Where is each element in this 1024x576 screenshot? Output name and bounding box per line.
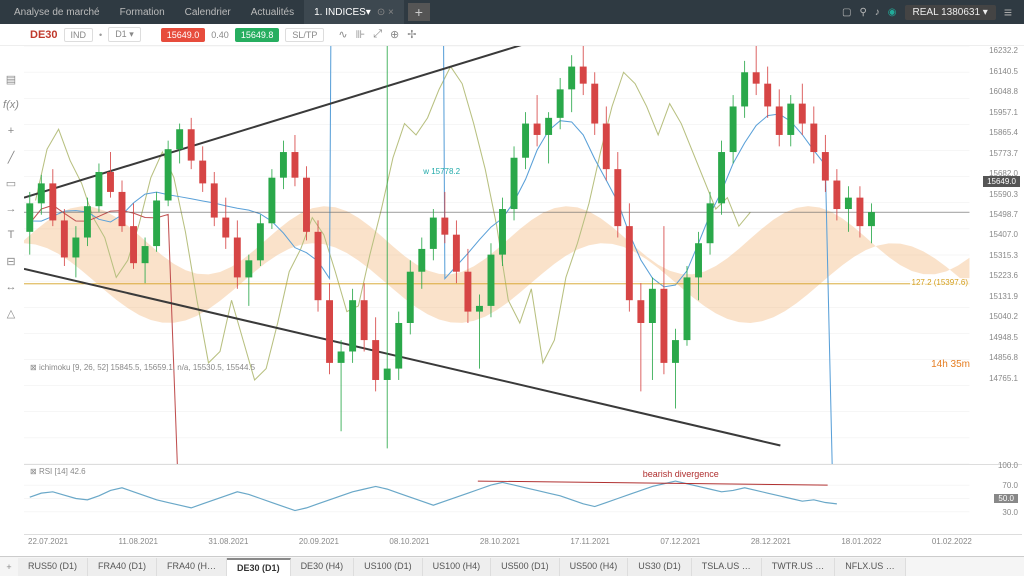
nav-tab[interactable]: Formation [110,0,175,24]
wifi-icon: ◉ [888,7,897,18]
instrument-type: IND [64,28,94,42]
time-axis: 22.07.202111.08.202131.08.202120.09.2021… [24,534,1022,554]
instrument-info: DE30 IND • D1 ▾ 15649.0 0.40 15649.8 SL/… [0,24,1024,46]
main-chart[interactable]: 16232.216140.516048.815957.115865.415773… [24,46,1022,464]
instrument-tab[interactable]: DE30 (D1) [227,558,291,576]
instrument-tab[interactable]: US30 (D1) [628,558,692,576]
settings-icon[interactable]: ⚲ [859,7,866,18]
candle-type-icon[interactable]: ▤ [2,70,20,88]
chart-toolbar: ∿ ⊪ ⤢ ⊕ ✢ [338,28,416,41]
divergence-label: bearish divergence [643,469,719,479]
crosshair-tool-icon[interactable]: + [2,122,20,140]
instrument-tabs: + RUS50 (D1)FRA40 (D1)FRA40 (H…DE30 (D1)… [0,556,1024,576]
indicator-icon[interactable]: ∿ [338,28,347,41]
instrument-tab[interactable]: TWTR.US … [762,558,836,576]
instrument-tab[interactable]: DE30 (H4) [291,558,355,576]
instrument-tab[interactable]: TSLA.US … [692,558,762,576]
fx-icon[interactable]: f(x) [2,96,20,114]
shape-tool-icon[interactable]: ▭ [2,174,20,192]
crosshair-icon[interactable]: ✢ [407,28,416,41]
w-label: w 15778.2 [423,167,460,176]
timeframe-chip[interactable]: D1 ▾ [108,27,141,42]
measure-tool-icon[interactable]: ↔ [2,278,20,296]
more-tool-icon[interactable]: △ [2,304,20,322]
add-tab-button[interactable]: + [408,3,430,21]
instrument-tab[interactable]: NFLX.US … [835,558,906,576]
add-instrument-button[interactable]: + [0,562,18,572]
layout-icon[interactable]: ▢ [842,7,851,18]
top-navigation: Analyse de marchéFormationCalendrierActu… [0,0,1024,24]
arrow-tool-icon[interactable]: → [2,200,20,218]
nav-tab[interactable]: 1. INDICES▾ ⊙ × [304,0,404,24]
zoom-icon[interactable]: ⊕ [390,28,399,41]
ask-price[interactable]: 15649.8 [235,28,280,42]
instrument-tab[interactable]: US500 (D1) [491,558,560,576]
instrument-tab[interactable]: FRA40 (H… [157,558,227,576]
rsi-label: ⊠ RSI [14] 42.6 [30,467,86,476]
menu-icon[interactable]: ≡ [1004,4,1012,20]
price-change: 0.40 [211,30,229,40]
price-axis: 16232.216140.516048.815957.115865.415773… [972,46,1020,374]
bell-icon[interactable]: ♪ [875,7,880,18]
ichimoku-label: ⊠ ichimoku [9, 26, 52] 15845.5, 15659.1,… [30,363,255,372]
fib-label: 127.2 (15397.6) [910,278,971,287]
rsi-axis: 100.070.050.030.050.0 [980,465,1020,532]
instrument-tab[interactable]: US100 (H4) [423,558,492,576]
fib-tool-icon[interactable]: ⊟ [2,252,20,270]
instrument-tab[interactable]: RUS50 (D1) [18,558,88,576]
compare-icon[interactable]: ⊪ [356,28,366,41]
trendline-tool-icon[interactable]: ╱ [2,148,20,166]
nav-tab[interactable]: Calendrier [175,0,241,24]
sltp-button[interactable]: SL/TP [285,28,324,42]
instrument-tab[interactable]: US500 (H4) [560,558,629,576]
bid-price[interactable]: 15649.0 [161,28,206,42]
drawing-toolbar: ▤ f(x) + ╱ ▭ → T ⊟ ↔ △ [2,70,22,322]
instrument-tab[interactable]: FRA40 (D1) [88,558,157,576]
nav-tab[interactable]: Analyse de marché [4,0,110,24]
symbol-label[interactable]: DE30 [30,29,58,41]
nav-tab[interactable]: Actualités [241,0,304,24]
text-tool-icon[interactable]: T [2,226,20,244]
countdown-label: 14h 35m [931,359,970,370]
account-badge[interactable]: REAL 1380631 ▾ [905,5,996,20]
rsi-chart[interactable]: ⊠ RSI [14] 42.6 100.070.050.030.050.0 be… [24,464,1022,532]
instrument-tab[interactable]: US100 (D1) [354,558,423,576]
zoom-out-icon[interactable]: ⤢ [373,28,382,41]
